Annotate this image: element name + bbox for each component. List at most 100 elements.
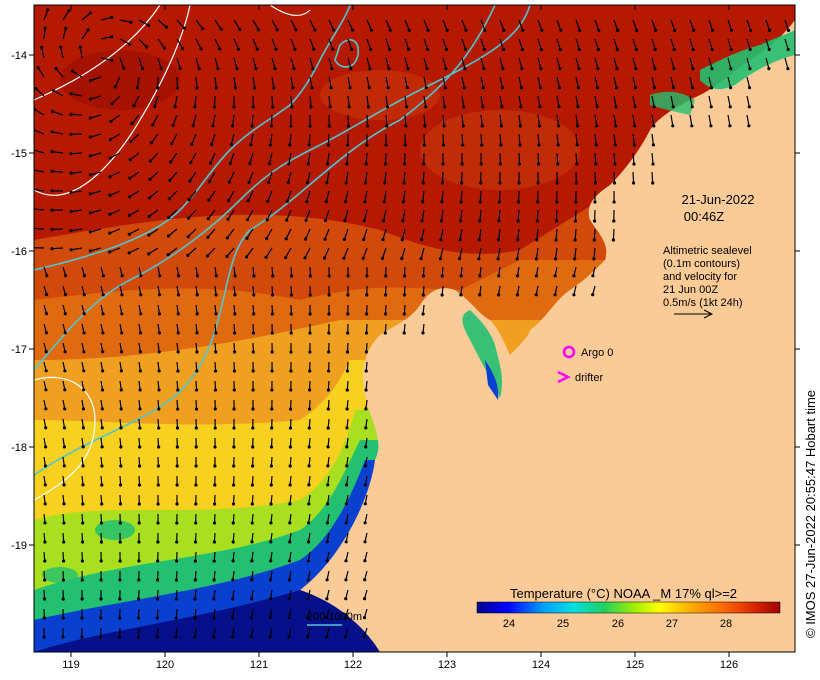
velocity-arrowhead [193, 616, 197, 620]
velocity-arrow [765, 19, 771, 31]
velocity-arrow [168, 209, 178, 218]
velocity-arrowhead [595, 105, 599, 109]
velocity-arrowhead [460, 181, 464, 185]
velocity-arrow [285, 247, 292, 258]
velocity-arrowhead [633, 86, 638, 90]
velocity-arrowhead [62, 445, 66, 449]
velocity-arrowhead [274, 47, 278, 51]
velocity-arrowhead [229, 143, 233, 147]
velocity-arrow [133, 95, 140, 106]
velocity-arrow [72, 70, 83, 78]
velocity-arrow [404, 38, 410, 50]
velocity-arrow [187, 247, 197, 256]
velocity-arrowhead [327, 331, 331, 335]
velocity-arrowhead [322, 256, 327, 260]
velocity-arrowhead [169, 160, 173, 164]
velocity-arrow [90, 76, 102, 82]
velocity-arrowhead [61, 616, 65, 620]
velocity-arrowhead [194, 483, 198, 487]
velocity-arrow [404, 114, 407, 127]
velocity-arrow [632, 152, 635, 165]
velocity-arrowhead [459, 219, 463, 223]
velocity-arrow [651, 114, 655, 126]
velocity-arrowhead [147, 196, 151, 200]
velocity-arrowhead [651, 162, 655, 166]
velocity-arrow [708, 57, 713, 69]
drifter-label: drifter [575, 372, 603, 384]
velocity-arrow [34, 149, 45, 154]
velocity-arrow [327, 133, 330, 146]
velocity-arrow [207, 209, 216, 220]
velocity-arrowhead [138, 464, 142, 468]
velocity-arrow [498, 209, 501, 221]
velocity-arrowhead [557, 105, 561, 109]
velocity-arrowhead [270, 312, 275, 316]
velocity-arrowhead [136, 635, 140, 639]
velocity-arrowhead [594, 143, 598, 147]
velocity-arrowhead [151, 123, 155, 127]
velocity-arrowhead [62, 483, 66, 487]
velocity-arrowhead [405, 105, 409, 109]
velocity-arrow [130, 133, 140, 142]
velocity-arrowhead [212, 105, 217, 109]
velocity-arrowhead [249, 635, 253, 639]
velocity-arrow [290, 19, 297, 31]
velocity-arrowhead [291, 86, 295, 90]
velocity-arrowhead [233, 312, 237, 316]
velocity-arrowhead [671, 86, 676, 90]
velocity-arrowhead [346, 124, 351, 128]
velocity-arrowhead [539, 47, 544, 52]
velocity-arrow [287, 171, 292, 183]
velocity-arrow [421, 209, 425, 221]
velocity-arrowhead [99, 540, 103, 544]
velocity-arrowhead [82, 312, 86, 316]
velocity-arrow [555, 228, 558, 241]
velocity-arrowhead [343, 219, 347, 223]
velocity-arrowhead [308, 124, 312, 128]
velocity-arrow [594, 95, 598, 107]
velocity-arrowhead [69, 210, 73, 214]
velocity-arrowhead [43, 464, 48, 468]
velocity-arrowhead [157, 312, 162, 316]
velocity-arrowhead [213, 483, 217, 487]
velocity-arrow [404, 76, 408, 88]
velocity-arrow [423, 95, 427, 107]
velocity-arrowhead [537, 162, 541, 166]
velocity-arrowhead [250, 124, 254, 128]
velocity-arrowhead [118, 597, 122, 601]
velocity-arrowhead [327, 293, 331, 297]
velocity-arrowhead [481, 105, 485, 109]
velocity-arrowhead [44, 445, 48, 449]
velocity-arrowhead [197, 67, 201, 71]
velocity-arrowhead [285, 199, 289, 203]
velocity-arrowhead [178, 66, 182, 71]
velocity-arrowhead [88, 230, 92, 234]
velocity-arrow [252, 38, 258, 50]
velocity-arrow [575, 95, 579, 107]
velocity-arrowhead [250, 483, 254, 487]
velocity-arrowhead [388, 47, 392, 52]
velocity-arrowhead [250, 578, 254, 582]
velocity-arrowhead [556, 162, 560, 166]
velocity-arrowhead [307, 426, 311, 430]
velocity-arrowhead [325, 540, 329, 544]
velocity-arrowhead [175, 445, 179, 449]
velocity-arrowhead [710, 67, 714, 71]
velocity-arrow [708, 19, 714, 31]
velocity-arrow [363, 228, 368, 240]
velocity-arrowhead [286, 181, 290, 185]
velocity-arrowhead [439, 219, 443, 223]
velocity-arrow [268, 171, 273, 183]
velocity-arrowhead [253, 86, 257, 90]
velocity-arrowhead [306, 162, 310, 166]
velocity-arrow [347, 19, 354, 31]
velocity-arrow [404, 19, 410, 31]
velocity-arrowhead [251, 350, 255, 354]
velocity-arrowhead [250, 502, 254, 506]
velocity-arrow [403, 171, 406, 184]
velocity-arrowhead [193, 635, 197, 639]
velocity-arrow [765, 38, 770, 50]
velocity-arrowhead [270, 350, 274, 354]
velocity-arrowhead [233, 274, 237, 278]
velocity-arrowhead [407, 28, 411, 32]
